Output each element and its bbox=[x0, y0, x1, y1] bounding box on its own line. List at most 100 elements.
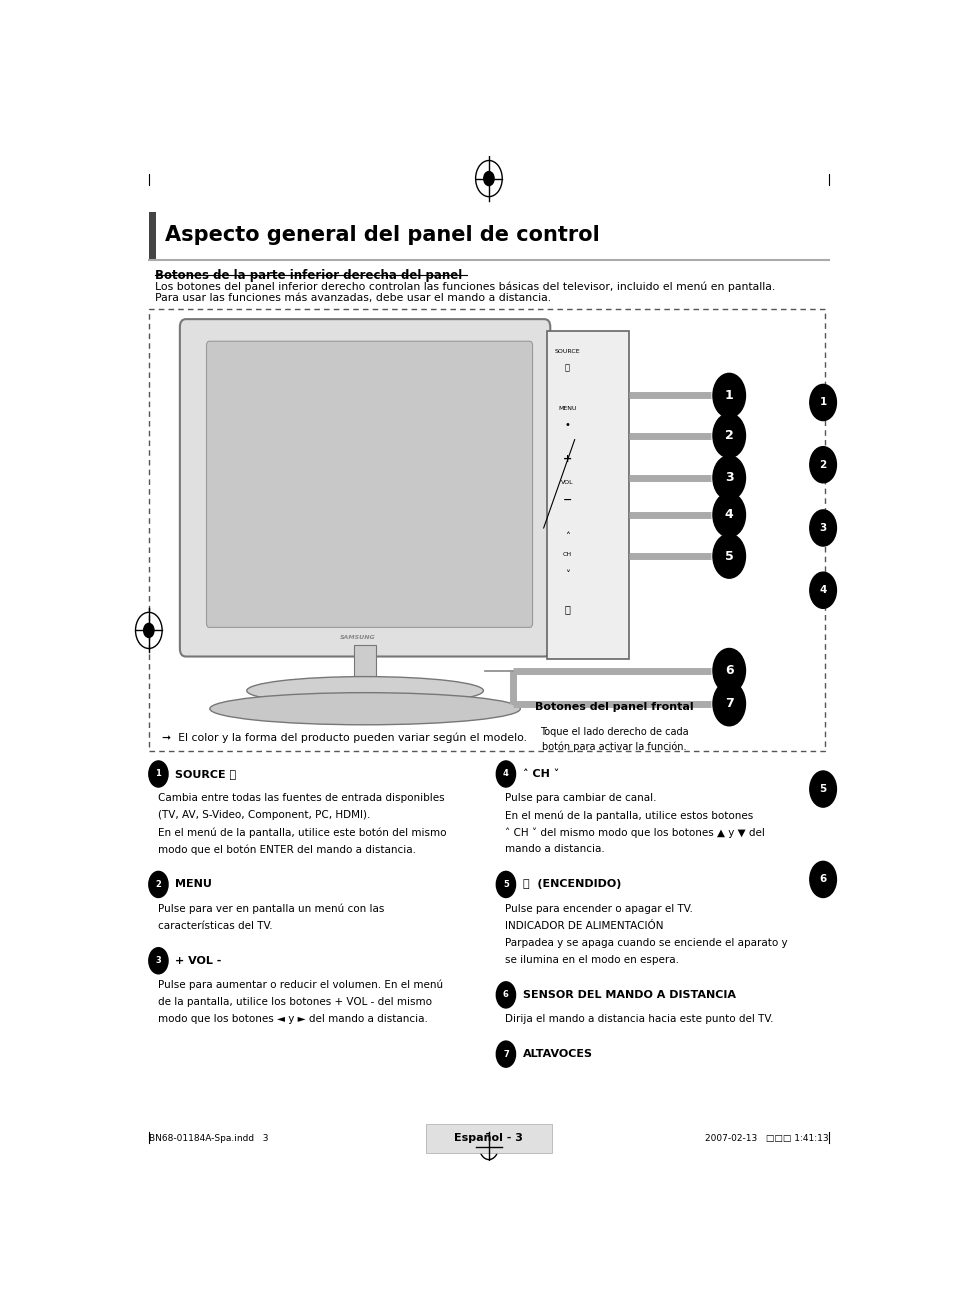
Circle shape bbox=[809, 447, 836, 482]
Text: SAMSUNG: SAMSUNG bbox=[339, 635, 375, 640]
Circle shape bbox=[496, 762, 515, 788]
Text: 2007-02-13   □□□ 1:41:13: 2007-02-13 □□□ 1:41:13 bbox=[704, 1134, 828, 1144]
Text: Aspecto general del panel de control: Aspecto general del panel de control bbox=[165, 224, 599, 245]
Text: Pulse para cambiar de canal.: Pulse para cambiar de canal. bbox=[505, 793, 656, 803]
Text: 5: 5 bbox=[502, 880, 508, 889]
Circle shape bbox=[712, 535, 744, 578]
Text: ⎂: ⎂ bbox=[564, 364, 569, 373]
Text: ˅: ˅ bbox=[564, 570, 569, 580]
Text: +: + bbox=[562, 454, 571, 464]
Circle shape bbox=[712, 413, 744, 458]
Text: 6: 6 bbox=[724, 664, 733, 677]
Text: características del TV.: características del TV. bbox=[157, 921, 272, 931]
Text: Para usar las funciones más avanzadas, debe usar el mando a distancia.: Para usar las funciones más avanzadas, d… bbox=[154, 293, 550, 303]
Text: 2: 2 bbox=[155, 880, 161, 889]
Text: ˄ CH ˅ del mismo modo que los botones ▲ y ▼ del: ˄ CH ˅ del mismo modo que los botones ▲ … bbox=[505, 827, 764, 837]
Text: 1: 1 bbox=[724, 389, 733, 402]
Text: Botones de la parte inferior derecha del panel: Botones de la parte inferior derecha del… bbox=[154, 269, 461, 282]
Text: 2: 2 bbox=[819, 460, 826, 469]
Text: botón para activar la función.: botón para activar la función. bbox=[542, 742, 686, 752]
Text: INDICADOR DE ALIMENTACIÓN: INDICADOR DE ALIMENTACIÓN bbox=[505, 921, 663, 931]
Text: 1: 1 bbox=[819, 398, 826, 407]
Text: MENU: MENU bbox=[558, 407, 576, 412]
Text: SOURCE ⎂: SOURCE ⎂ bbox=[175, 769, 236, 778]
Text: •: • bbox=[564, 420, 570, 429]
Text: modo que los botones ◄ y ► del mando a distancia.: modo que los botones ◄ y ► del mando a d… bbox=[157, 1015, 427, 1024]
Text: 3: 3 bbox=[819, 523, 826, 533]
Text: Español - 3: Español - 3 bbox=[454, 1133, 523, 1144]
Text: 7: 7 bbox=[724, 698, 733, 711]
Text: Dirija el mando a distancia hacia este punto del TV.: Dirija el mando a distancia hacia este p… bbox=[505, 1015, 773, 1024]
Circle shape bbox=[712, 682, 744, 726]
Text: 4: 4 bbox=[819, 585, 826, 595]
Ellipse shape bbox=[210, 692, 519, 725]
Circle shape bbox=[144, 623, 153, 638]
Bar bbox=[149, 309, 824, 751]
Text: de la pantalla, utilice los botones + VOL - del mismo: de la pantalla, utilice los botones + VO… bbox=[157, 996, 432, 1007]
Text: 3: 3 bbox=[724, 471, 733, 484]
Text: Botones del panel frontal: Botones del panel frontal bbox=[535, 702, 693, 712]
Circle shape bbox=[149, 948, 168, 974]
Text: ➞  El color y la forma del producto pueden variar según el modelo.: ➞ El color y la forma del producto puede… bbox=[162, 733, 527, 743]
Text: 5: 5 bbox=[724, 549, 733, 562]
Circle shape bbox=[712, 493, 744, 537]
Text: (TV, AV, S-Video, Component, PC, HDMI).: (TV, AV, S-Video, Component, PC, HDMI). bbox=[157, 810, 370, 820]
Circle shape bbox=[149, 871, 168, 897]
Text: ⏻  (ENCENDIDO): ⏻ (ENCENDIDO) bbox=[522, 879, 620, 889]
FancyBboxPatch shape bbox=[180, 319, 550, 656]
Text: 6: 6 bbox=[502, 990, 508, 999]
Text: modo que el botón ENTER del mando a distancia.: modo que el botón ENTER del mando a dist… bbox=[157, 844, 416, 855]
Ellipse shape bbox=[247, 677, 483, 704]
Text: SOURCE: SOURCE bbox=[554, 349, 579, 355]
FancyBboxPatch shape bbox=[426, 1124, 551, 1153]
Text: ALTAVOCES: ALTAVOCES bbox=[522, 1050, 593, 1059]
Text: Toque el lado derecho de cada: Toque el lado derecho de cada bbox=[539, 726, 688, 737]
Text: 6: 6 bbox=[819, 875, 826, 884]
Text: 2: 2 bbox=[724, 429, 733, 442]
Text: Pulse para encender o apagar el TV.: Pulse para encender o apagar el TV. bbox=[505, 904, 692, 914]
Text: ˄: ˄ bbox=[564, 532, 569, 542]
Text: Pulse para ver en pantalla un menú con las: Pulse para ver en pantalla un menú con l… bbox=[157, 904, 384, 914]
Circle shape bbox=[809, 771, 836, 807]
Circle shape bbox=[809, 862, 836, 897]
Text: SENSOR DEL MANDO A DISTANCIA: SENSOR DEL MANDO A DISTANCIA bbox=[522, 990, 735, 1000]
Bar bbox=[354, 645, 375, 694]
Text: 7: 7 bbox=[502, 1050, 508, 1059]
Text: 1: 1 bbox=[155, 769, 161, 778]
Circle shape bbox=[149, 762, 168, 788]
Text: En el menú de la pantalla, utilice estos botones: En el menú de la pantalla, utilice estos… bbox=[505, 810, 753, 820]
Text: −: − bbox=[562, 494, 572, 505]
Text: 4: 4 bbox=[502, 769, 508, 778]
Circle shape bbox=[809, 510, 836, 546]
Circle shape bbox=[496, 871, 515, 897]
Text: BN68-01184A-Spa.indd   3: BN68-01184A-Spa.indd 3 bbox=[149, 1134, 268, 1144]
Text: + VOL -: + VOL - bbox=[175, 956, 222, 966]
Text: Parpadea y se apaga cuando se enciende el aparato y: Parpadea y se apaga cuando se enciende e… bbox=[505, 938, 787, 948]
Circle shape bbox=[712, 648, 744, 692]
Text: 3: 3 bbox=[155, 956, 161, 965]
Text: 4: 4 bbox=[724, 509, 733, 522]
Circle shape bbox=[809, 385, 836, 421]
Text: se ilumina en el modo en espera.: se ilumina en el modo en espera. bbox=[505, 955, 679, 965]
Text: Los botones del panel inferior derecho controlan las funciones básicas del telev: Los botones del panel inferior derecho c… bbox=[154, 282, 774, 292]
Text: Cambia entre todas las fuentes de entrada disponibles: Cambia entre todas las fuentes de entrad… bbox=[157, 793, 444, 803]
Text: En el menú de la pantalla, utilice este botón del mismo: En el menú de la pantalla, utilice este … bbox=[157, 827, 446, 837]
Text: VOL: VOL bbox=[560, 480, 573, 485]
Circle shape bbox=[496, 982, 515, 1008]
Circle shape bbox=[712, 455, 744, 499]
Bar bbox=[546, 331, 629, 659]
Bar bbox=[149, 211, 156, 259]
Text: ⏻: ⏻ bbox=[564, 604, 570, 614]
FancyBboxPatch shape bbox=[206, 342, 532, 627]
Circle shape bbox=[712, 373, 744, 417]
Text: MENU: MENU bbox=[175, 879, 213, 889]
Text: CH: CH bbox=[562, 552, 571, 557]
Text: ˄ CH ˅: ˄ CH ˅ bbox=[522, 769, 558, 778]
Circle shape bbox=[496, 1041, 515, 1067]
Text: 5: 5 bbox=[819, 784, 826, 794]
Text: mando a distancia.: mando a distancia. bbox=[505, 844, 604, 854]
Circle shape bbox=[483, 172, 494, 185]
Text: Pulse para aumentar o reducir el volumen. En el menú: Pulse para aumentar o reducir el volumen… bbox=[157, 979, 442, 990]
Circle shape bbox=[809, 572, 836, 609]
Circle shape bbox=[485, 1141, 492, 1151]
